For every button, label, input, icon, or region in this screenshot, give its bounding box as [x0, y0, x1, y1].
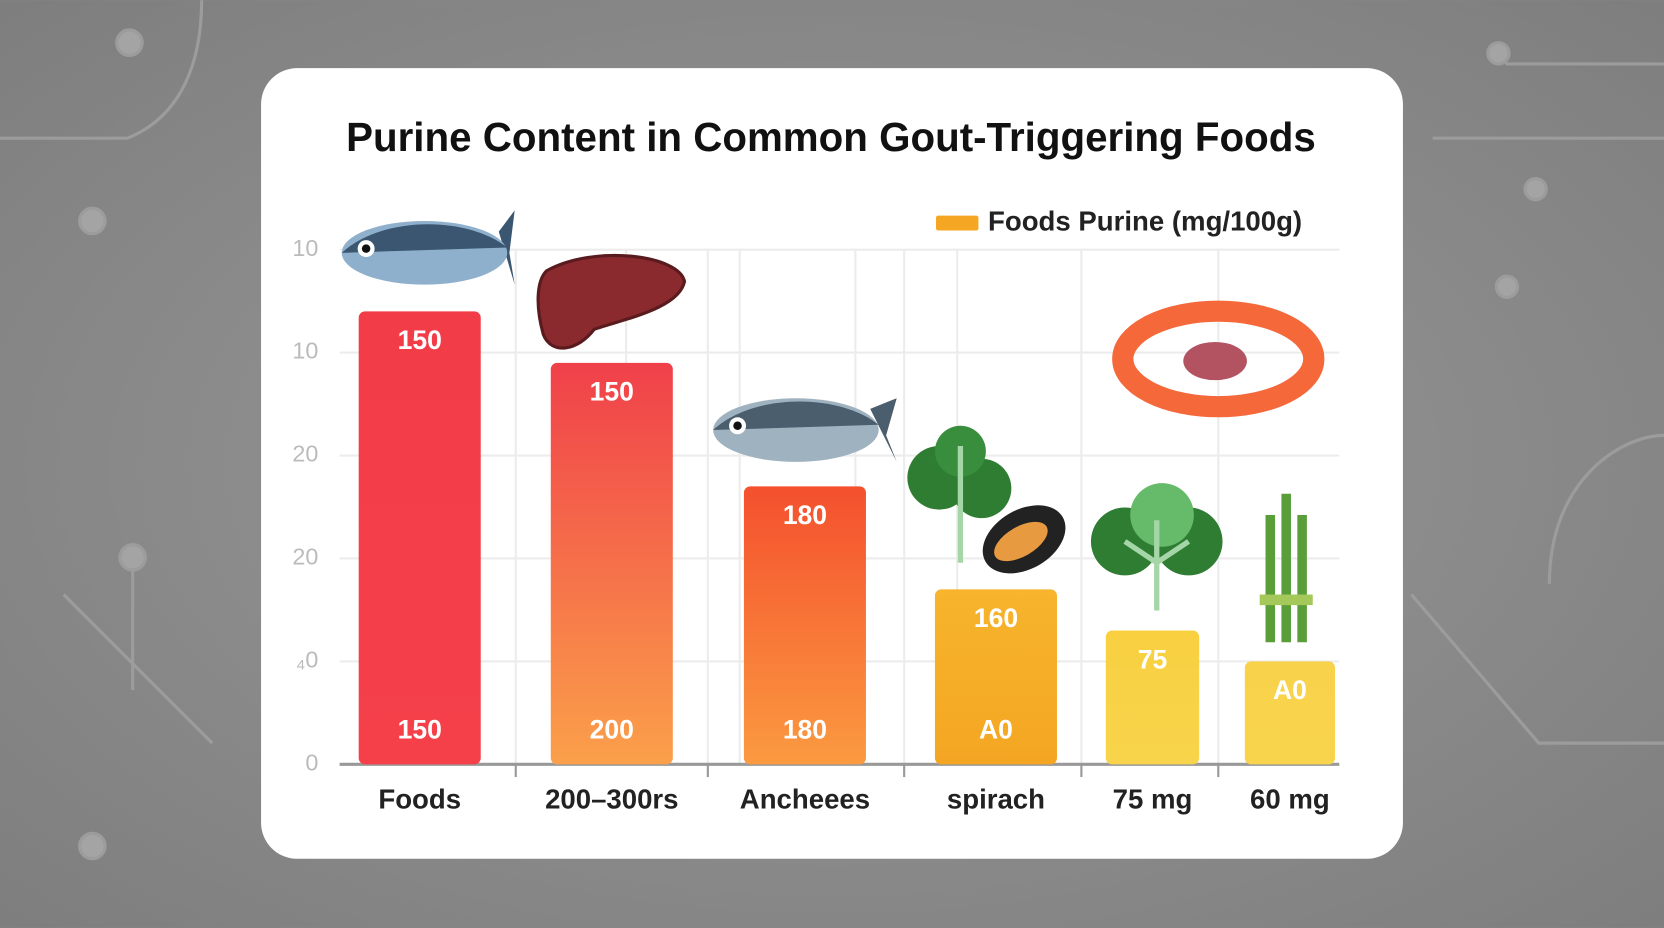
y-tick-label: 10 [292, 235, 318, 261]
y-tick-label: 0 [305, 749, 318, 775]
legend-label: Foods Purine (mg/100g) [988, 205, 1302, 236]
bar [1105, 630, 1200, 765]
bar-bottom-label: 200 [590, 714, 634, 744]
bar-top-label: 75 [1138, 644, 1168, 674]
y-tick-label: 10 [292, 338, 318, 364]
bar-bottom-label: 180 [783, 714, 827, 744]
y-tick-label: 20 [292, 544, 318, 570]
bar-top-label: 160 [974, 603, 1018, 633]
bar [934, 589, 1057, 765]
bar [1244, 661, 1336, 765]
bar-bottom-label: A0 [979, 714, 1013, 744]
x-tick-label: Foods [378, 784, 461, 815]
chart-title: Purine Content in Common Gout-Triggering… [346, 114, 1316, 160]
bar [743, 486, 866, 765]
bar-top-label: A0 [1273, 675, 1307, 705]
bar-bottom-label: 150 [398, 714, 442, 744]
bar [550, 362, 673, 765]
bar-top-label: 150 [398, 325, 442, 355]
x-tick-label: 200–300rs [545, 784, 678, 815]
legend-swatch [936, 215, 979, 231]
bar [358, 311, 481, 765]
y-tick-label: 20 [292, 441, 318, 467]
decoration [0, 0, 1664, 861]
bar-top-label: 150 [590, 377, 634, 407]
bar-top-label: 180 [783, 500, 827, 530]
food-icons [341, 210, 1325, 643]
x-tick-label: 75 mg [1113, 784, 1193, 815]
x-tick-label: 60 mg [1250, 784, 1330, 815]
y-tick-label: ₄0 [296, 647, 319, 673]
x-tick-label: Anchеees [740, 784, 870, 815]
x-tick-label: spirach [947, 784, 1045, 815]
